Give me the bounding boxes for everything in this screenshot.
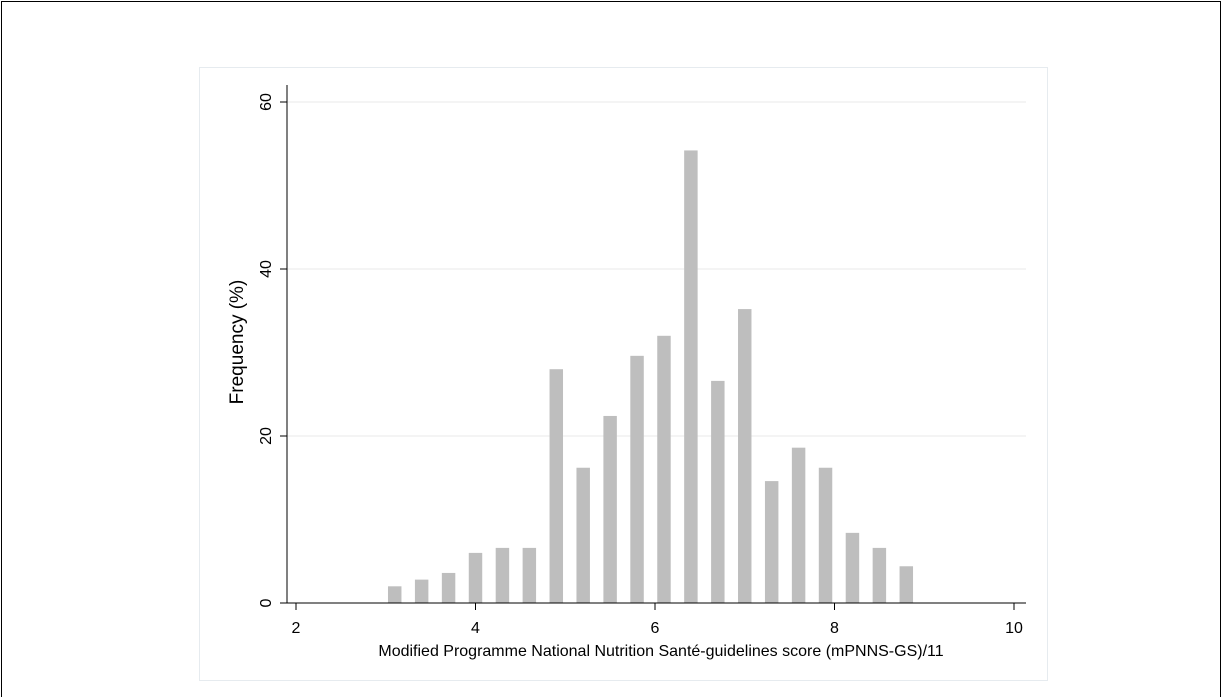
histogram-bar <box>576 467 590 603</box>
histogram-bar <box>414 579 429 603</box>
histogram-bar <box>603 415 617 603</box>
histogram-bar <box>872 547 887 603</box>
histogram-bar <box>630 355 644 603</box>
x-axis-label: Modified Programme National Nutrition Sa… <box>378 643 943 660</box>
y-tick-label: 20 <box>258 427 275 445</box>
bars <box>387 150 914 603</box>
histogram-bar <box>657 335 671 603</box>
histogram-bar <box>468 552 483 603</box>
histogram-bar <box>522 547 537 603</box>
x-tick-label: 10 <box>1005 620 1023 637</box>
histogram-bar <box>387 586 402 603</box>
x-tick-label: 8 <box>830 620 839 637</box>
y-axis-label: Frequency (%) <box>227 280 248 405</box>
x-tick-label: 6 <box>651 620 660 637</box>
ticks: 0 20 40 60 2 4 6 8 10 <box>258 93 1023 637</box>
histogram-bar <box>899 566 914 603</box>
histogram-bar <box>549 369 564 603</box>
histogram-bar <box>738 309 752 603</box>
histogram-bar <box>684 150 698 603</box>
y-tick-label: 60 <box>258 93 275 111</box>
histogram-bar <box>764 481 779 603</box>
histogram-bar <box>711 380 725 603</box>
axes <box>286 85 1026 604</box>
histogram-bar <box>495 547 510 603</box>
histogram-bar <box>441 572 456 603</box>
y-tick-label: 0 <box>258 598 275 607</box>
y-tick-label: 40 <box>258 260 275 278</box>
x-tick-label: 4 <box>471 620 480 637</box>
grid-lines <box>287 101 1026 437</box>
histogram-bar <box>791 447 806 603</box>
histogram-bar <box>845 532 860 603</box>
histogram-bar <box>818 467 833 603</box>
x-tick-label: 2 <box>292 620 301 637</box>
